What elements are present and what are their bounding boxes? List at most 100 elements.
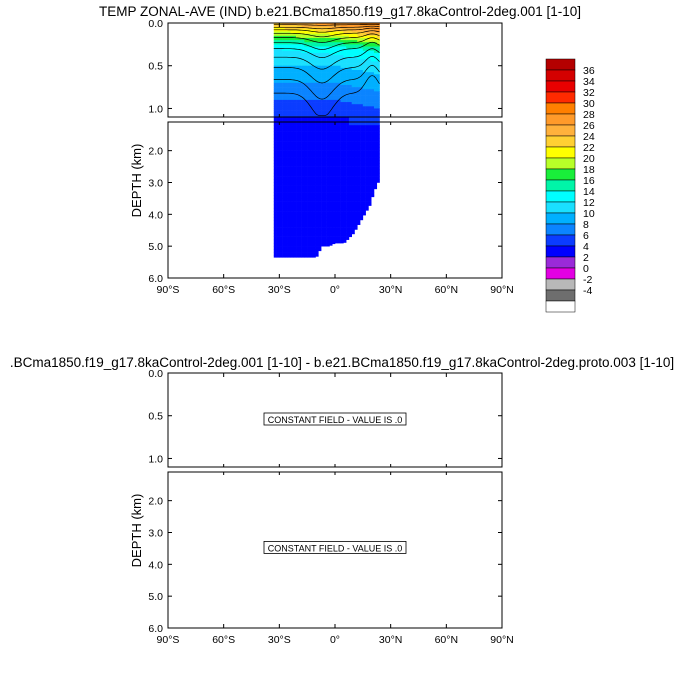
temperature-cell bbox=[368, 48, 372, 52]
temperature-cell bbox=[273, 44, 277, 47]
temperature-cell bbox=[298, 110, 302, 114]
temperature-cell bbox=[287, 195, 291, 199]
temperature-cell bbox=[335, 84, 339, 88]
temperature-cell bbox=[321, 95, 325, 99]
temperature-cell bbox=[318, 137, 322, 142]
temperature-cell bbox=[326, 236, 330, 241]
temperature-cell bbox=[335, 46, 339, 49]
bottom-x-tick-label: 0° bbox=[330, 634, 340, 646]
temperature-cell bbox=[326, 211, 330, 215]
temperature-cell bbox=[329, 114, 333, 118]
temperature-cell bbox=[376, 147, 380, 151]
temperature-cell bbox=[290, 176, 294, 180]
temperature-cell bbox=[335, 137, 339, 142]
temperature-cell bbox=[287, 182, 291, 186]
temperature-cell bbox=[335, 59, 339, 62]
temperature-cell bbox=[351, 110, 355, 114]
temperature-cell bbox=[296, 128, 300, 132]
temperature-cell bbox=[360, 55, 364, 58]
temperature-cell bbox=[318, 65, 322, 69]
temperature-cell bbox=[348, 137, 352, 142]
temperature-cell bbox=[284, 27, 288, 30]
temperature-cell bbox=[304, 104, 308, 107]
temperature-cell bbox=[321, 23, 325, 26]
temperature-cell bbox=[290, 23, 294, 26]
colorbar-label: 34 bbox=[583, 76, 595, 88]
temperature-cell bbox=[323, 163, 327, 167]
temperature-cell bbox=[376, 63, 380, 67]
temperature-cell bbox=[298, 188, 302, 193]
temperature-cell bbox=[284, 35, 288, 39]
temperature-cell bbox=[284, 207, 288, 212]
temperature-cell bbox=[321, 46, 325, 49]
temperature-cell bbox=[312, 63, 316, 67]
temperature-cell bbox=[362, 97, 366, 101]
temperature-cell bbox=[296, 255, 300, 258]
temperature-cell bbox=[362, 25, 366, 28]
temperature-cell bbox=[315, 42, 319, 45]
temperature-cell bbox=[360, 201, 364, 206]
temperature-cell bbox=[301, 204, 305, 209]
temperature-cell bbox=[368, 147, 372, 151]
temperature-cell bbox=[323, 144, 327, 148]
temperature-cell bbox=[307, 239, 311, 244]
temperature-cell bbox=[376, 97, 380, 101]
temperature-cell bbox=[360, 50, 364, 54]
temperature-cell bbox=[373, 131, 378, 136]
temperature-cell bbox=[301, 44, 305, 47]
temperature-cell bbox=[276, 176, 280, 180]
temperature-cell bbox=[279, 76, 283, 79]
temperature-cell bbox=[376, 137, 380, 142]
temperature-cell bbox=[365, 125, 369, 129]
temperature-cell bbox=[373, 166, 378, 171]
temperature-cell bbox=[351, 134, 355, 139]
temperature-cell bbox=[298, 37, 302, 41]
temperature-cell bbox=[332, 153, 336, 158]
temperature-cell bbox=[368, 112, 372, 116]
temperature-cell bbox=[326, 40, 330, 43]
temperature-cell bbox=[293, 134, 297, 139]
temperature-cell bbox=[373, 72, 378, 75]
temperature-cell bbox=[321, 141, 325, 145]
temperature-cell bbox=[329, 106, 333, 109]
temperature-cell bbox=[276, 150, 280, 155]
temperature-cell bbox=[301, 112, 305, 116]
temperature-cell bbox=[354, 108, 358, 111]
temperature-cell bbox=[293, 204, 297, 209]
temperature-cell bbox=[337, 150, 341, 155]
temperature-cell bbox=[376, 91, 380, 94]
temperature-cell bbox=[360, 195, 364, 199]
temperature-cell bbox=[332, 93, 336, 96]
temperature-cell bbox=[368, 104, 372, 107]
temperature-cell bbox=[354, 137, 358, 142]
temperature-cell bbox=[340, 35, 344, 39]
temperature-cell bbox=[321, 29, 325, 32]
temperature-cell bbox=[318, 217, 322, 221]
temperature-cell bbox=[346, 89, 350, 92]
temperature-cell bbox=[357, 97, 361, 101]
temperature-cell bbox=[354, 201, 358, 206]
temperature-cell bbox=[293, 67, 297, 71]
temperature-cell bbox=[368, 198, 372, 202]
temperature-cell bbox=[293, 35, 297, 39]
temperature-cell bbox=[326, 104, 330, 107]
temperature-cell bbox=[276, 42, 280, 45]
temperature-cell bbox=[337, 163, 341, 167]
temperature-cell bbox=[332, 141, 336, 145]
temperature-cell bbox=[329, 201, 333, 206]
temperature-cell bbox=[351, 198, 355, 202]
temperature-cell bbox=[323, 91, 327, 94]
temperature-cell bbox=[307, 23, 311, 26]
temperature-cell bbox=[301, 223, 305, 228]
temperature-cell bbox=[315, 172, 319, 177]
temperature-cell bbox=[293, 207, 297, 212]
temperature-cell bbox=[340, 44, 344, 47]
temperature-cell bbox=[273, 128, 277, 132]
temperature-cell bbox=[301, 169, 305, 174]
temperature-cell bbox=[273, 150, 277, 155]
temperature-cell bbox=[335, 65, 339, 69]
temperature-cell bbox=[282, 153, 286, 158]
temperature-cell bbox=[326, 125, 330, 129]
temperature-cell bbox=[335, 95, 339, 99]
temperature-cell bbox=[279, 163, 283, 167]
